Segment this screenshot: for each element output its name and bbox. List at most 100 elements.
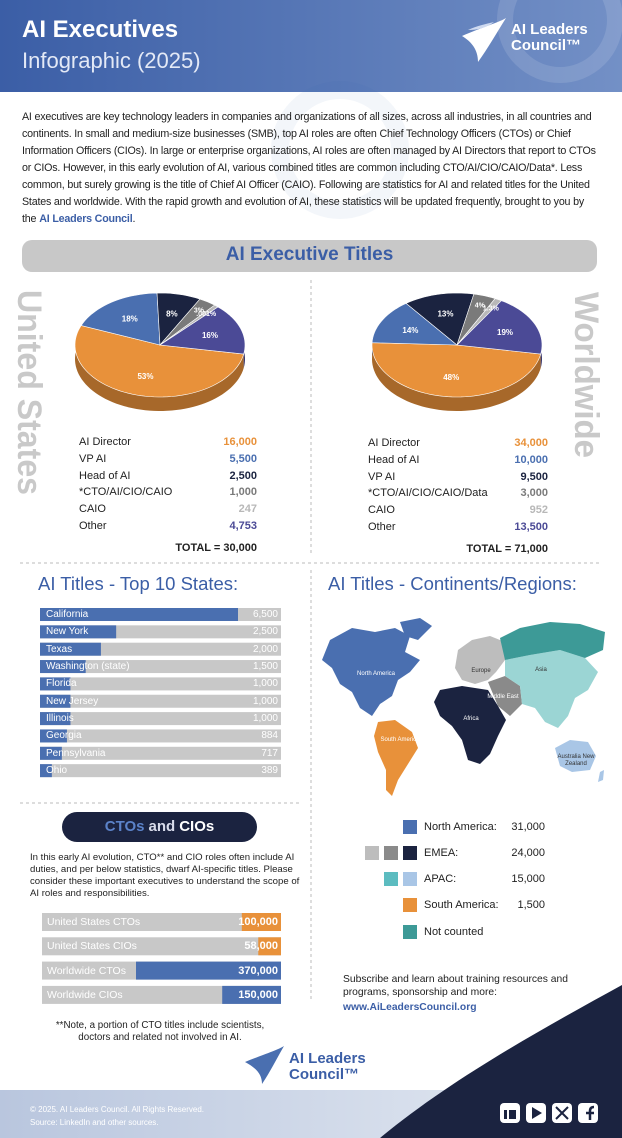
bar-value: 389 [261, 765, 278, 777]
row-name: VP AI [79, 452, 107, 465]
bar-name: Washington (state) [46, 661, 130, 673]
intro-end: . [132, 213, 136, 225]
map-label: Europe [471, 668, 491, 674]
bar-value: 1,500 [252, 661, 278, 673]
pie-label: 18% [122, 315, 138, 324]
bar-track [40, 729, 281, 743]
section-heading: AI Titles - Continents/Regions: [328, 573, 577, 594]
row-name: VP AI [368, 470, 396, 483]
bar-name: Florida [46, 678, 77, 690]
region [374, 720, 418, 796]
row-value: 952 [529, 504, 548, 517]
bar-value: 717 [261, 747, 278, 759]
legend-swatch [384, 872, 398, 886]
pie-label: 14% [402, 326, 418, 335]
row-name: AI Director [368, 437, 420, 449]
row-value: 2,500 [229, 469, 257, 482]
bar-name: California [46, 609, 89, 620]
copyright: © 2025. AI Leaders Council. All Rights R… [30, 1105, 204, 1114]
subtitle: Infographic (2025) [22, 48, 201, 73]
legend-swatch [403, 925, 417, 939]
bar [40, 677, 71, 691]
bar-value: 1,000 [252, 678, 278, 690]
bar [40, 608, 238, 621]
cto-word: CTOs [104, 818, 145, 835]
bar-track [40, 764, 281, 778]
bar-value: 2,000 [252, 643, 278, 655]
pie-slice [371, 302, 458, 346]
total: TOTAL = 30,000 [175, 542, 257, 554]
intro: AI executives are key technology leaders… [22, 109, 600, 228]
bar-name: Georgia [46, 730, 82, 742]
pie-slice [74, 325, 245, 398]
row-name: *CTO/AI/CIO/CAIO/Data [368, 487, 488, 500]
bar [258, 937, 281, 956]
icon-glyph [586, 1105, 595, 1120]
pie-label: 53% [137, 372, 153, 381]
bar-value: 1,000 [252, 695, 278, 707]
bar-name: Worldwide CTOs [47, 964, 126, 977]
logo-text: Council™ [289, 1066, 359, 1083]
pie-label: 3% [194, 308, 205, 315]
icon-glyph [555, 1106, 569, 1120]
source: Source: LinkedIn and other sources. [30, 1118, 159, 1127]
bar-value: 370,000 [238, 964, 278, 977]
row-value: 9,500 [520, 470, 548, 483]
legend-value: 1,500 [517, 899, 545, 911]
world-map [322, 618, 605, 796]
bar [40, 625, 117, 639]
row-name: Other [368, 521, 396, 533]
logo-icon [468, 22, 494, 30]
note: **Note, a portion of CTO titles include … [55, 1020, 265, 1043]
row-name: Head of AI [368, 453, 420, 466]
bar [241, 913, 281, 931]
bar-track [40, 694, 281, 708]
row-value: 4,753 [229, 520, 257, 532]
bar [40, 746, 62, 760]
region [555, 740, 596, 772]
region [500, 622, 605, 660]
bar-track [42, 913, 281, 931]
pie-label: 1.3% [483, 306, 500, 313]
subscribe-link[interactable]: www.AiLeadersCouncil.org [343, 1002, 477, 1013]
pie-slice [156, 292, 201, 346]
bar-track [40, 660, 281, 674]
subscribe-text: Subscribe and learn about training resou… [343, 974, 568, 998]
pie-slice [159, 306, 246, 355]
legend-value: 24,000 [511, 847, 545, 859]
bar [136, 961, 281, 980]
row-value: 1,000 [229, 486, 257, 499]
region [322, 628, 420, 716]
decor [271, 81, 409, 219]
bar-value: 58,000 [244, 940, 278, 953]
bar-name: Illinois [46, 713, 74, 725]
row-name: *CTO/AI/CIO/CAIO [79, 486, 173, 499]
logo-icon [245, 1046, 284, 1084]
legend-name: North America: [424, 821, 497, 833]
bar [40, 764, 52, 778]
logo-text: Council™ [511, 37, 581, 54]
pie-slice [405, 292, 475, 346]
bar-value: 100,000 [238, 916, 278, 928]
intro-link: AI Leaders Council [39, 213, 133, 225]
header-band [0, 0, 622, 92]
map-label: Middle East [487, 694, 519, 700]
logo-text: AI Leaders [511, 21, 588, 38]
bar-value: 2,500 [252, 626, 278, 638]
bar-track [40, 746, 281, 760]
pie-slice [456, 300, 543, 355]
pie-label: 48% [443, 373, 459, 382]
region [505, 650, 598, 728]
legend-name: Not counted [424, 926, 484, 938]
pie-label: 4% [475, 303, 486, 310]
decor [497, 0, 622, 83]
row-name: CAIO [368, 504, 395, 517]
row-name: Head of AI [79, 469, 131, 482]
legend-swatch [403, 872, 417, 886]
intro-text: AI executives are key technology leaders… [22, 111, 596, 225]
icon-glyph [504, 1110, 507, 1119]
pie-label: 13% [437, 310, 453, 319]
cio-word: CIOs [179, 818, 215, 835]
bar [40, 712, 71, 726]
region [598, 770, 604, 782]
